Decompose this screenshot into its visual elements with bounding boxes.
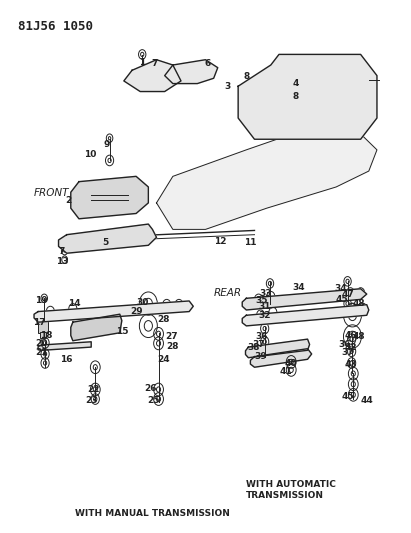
Text: 23: 23 <box>85 395 97 405</box>
Polygon shape <box>58 224 157 253</box>
Text: 16: 16 <box>60 355 72 364</box>
Polygon shape <box>124 60 181 92</box>
Text: 12: 12 <box>214 237 226 246</box>
Polygon shape <box>71 176 148 219</box>
Text: 47: 47 <box>341 289 354 298</box>
Bar <box>40 332 46 338</box>
Polygon shape <box>38 342 91 350</box>
Text: WITH MANUAL TRANSMISSION: WITH MANUAL TRANSMISSION <box>75 510 230 519</box>
Text: 7: 7 <box>59 247 65 256</box>
Text: 8: 8 <box>292 92 298 101</box>
Text: 32: 32 <box>259 311 271 320</box>
Text: 39: 39 <box>254 352 267 361</box>
Text: 45: 45 <box>341 392 354 401</box>
Text: 30: 30 <box>136 298 148 307</box>
Text: FRONT: FRONT <box>34 188 69 198</box>
Text: 43: 43 <box>344 360 357 369</box>
Text: 6: 6 <box>204 60 211 68</box>
Text: 19: 19 <box>35 296 48 305</box>
Text: 15: 15 <box>115 327 128 336</box>
Text: 36: 36 <box>256 332 268 341</box>
Text: 28: 28 <box>166 342 178 351</box>
Text: 22: 22 <box>87 385 99 394</box>
Text: 4: 4 <box>292 79 298 88</box>
Polygon shape <box>157 128 377 229</box>
Text: 44: 44 <box>360 395 373 405</box>
Text: 37: 37 <box>252 341 265 350</box>
Text: 34: 34 <box>292 283 305 292</box>
Text: 48: 48 <box>352 299 365 308</box>
Text: 29: 29 <box>130 307 143 316</box>
Polygon shape <box>238 54 377 139</box>
Text: 42: 42 <box>344 343 357 352</box>
Text: 26: 26 <box>144 384 157 393</box>
Polygon shape <box>242 305 369 326</box>
Text: 18: 18 <box>40 331 53 340</box>
Text: 24: 24 <box>157 355 170 364</box>
Text: 41: 41 <box>280 367 293 376</box>
Text: 25: 25 <box>148 395 160 405</box>
Text: 11: 11 <box>244 238 256 247</box>
Text: 3: 3 <box>225 82 231 91</box>
Text: REAR: REAR <box>214 288 242 298</box>
Text: 36: 36 <box>338 341 351 350</box>
Text: 13: 13 <box>55 257 68 265</box>
Bar <box>38 319 48 333</box>
Text: 8: 8 <box>243 72 249 81</box>
Text: 28: 28 <box>157 315 170 324</box>
Text: 14: 14 <box>68 299 81 308</box>
Polygon shape <box>34 301 193 322</box>
Text: 17: 17 <box>32 318 45 327</box>
Text: 10: 10 <box>84 150 97 159</box>
Text: 2: 2 <box>66 196 72 205</box>
Text: 7: 7 <box>151 60 158 68</box>
Text: 33: 33 <box>260 288 272 297</box>
Text: 5: 5 <box>102 238 109 247</box>
Text: 46: 46 <box>344 331 357 340</box>
Text: 27: 27 <box>166 332 178 341</box>
Text: WITH AUTOMATIC
TRANSMISSION: WITH AUTOMATIC TRANSMISSION <box>246 480 336 500</box>
Text: 21: 21 <box>35 348 48 357</box>
Text: 45: 45 <box>336 295 349 304</box>
Polygon shape <box>245 339 309 358</box>
Text: 40: 40 <box>285 359 298 367</box>
Polygon shape <box>250 349 312 367</box>
Text: 38: 38 <box>247 343 260 352</box>
Polygon shape <box>71 314 122 341</box>
Text: 48: 48 <box>352 332 365 341</box>
Polygon shape <box>242 289 367 310</box>
Text: 37: 37 <box>341 348 354 357</box>
Polygon shape <box>165 60 218 84</box>
Text: 20: 20 <box>35 339 48 348</box>
Text: 35: 35 <box>256 296 268 305</box>
Text: 81J56 1050: 81J56 1050 <box>18 20 93 33</box>
Text: 1: 1 <box>139 58 145 67</box>
Text: 31: 31 <box>259 302 271 311</box>
Text: 34: 34 <box>334 284 346 293</box>
Text: 9: 9 <box>104 140 110 149</box>
